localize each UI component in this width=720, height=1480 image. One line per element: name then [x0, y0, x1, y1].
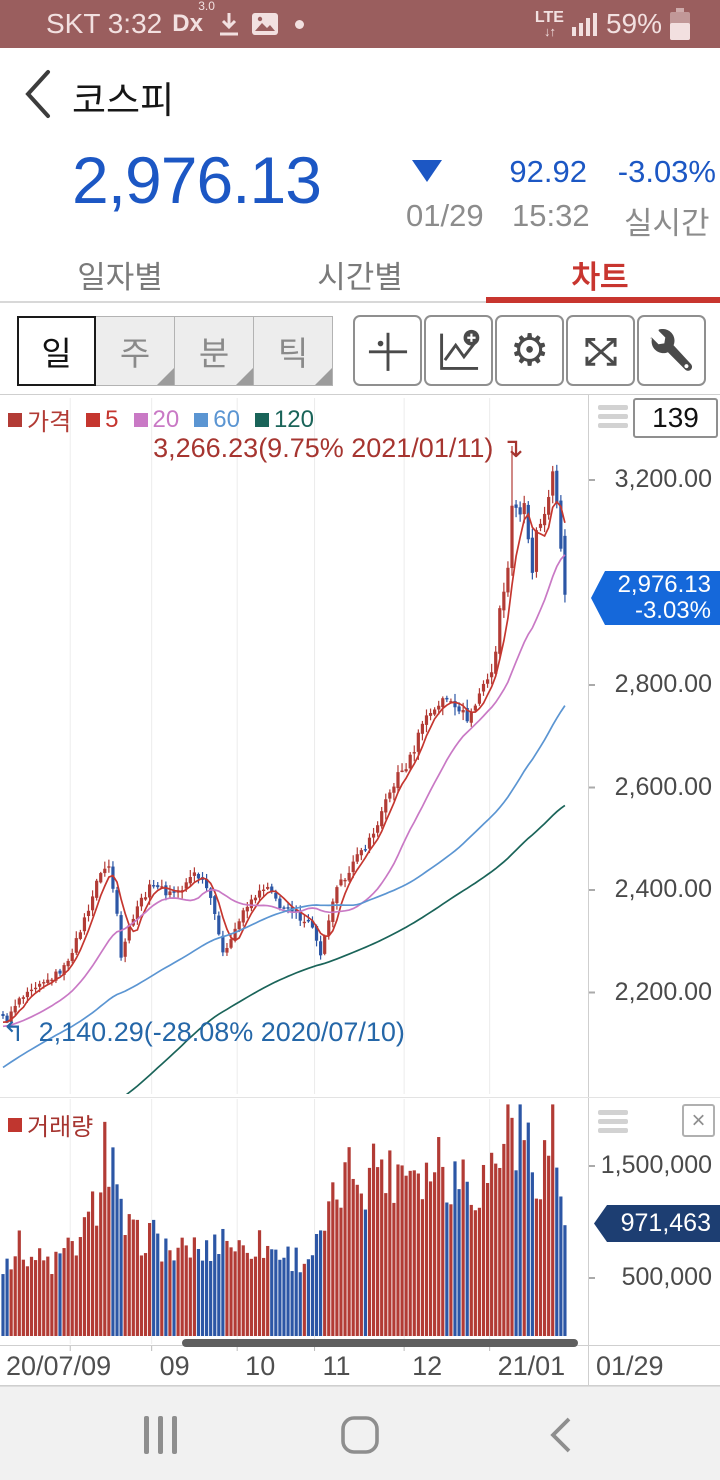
add-indicator-button[interactable] — [424, 315, 493, 386]
bar-count-box[interactable]: 139 — [633, 398, 718, 438]
lte-icon: LTE ↓↑ — [534, 9, 564, 39]
chart-bottom-divider — [0, 1385, 720, 1386]
corner-fold-icon — [315, 368, 332, 385]
x-axis-label: 09 — [159, 1351, 190, 1381]
recents-icon — [143, 1416, 177, 1454]
high-annotation: 3,266.23(9.75% 2021/01/11) ↴ — [153, 433, 524, 463]
download-icon — [219, 13, 238, 36]
current-volume-badge: 971,463 — [594, 1205, 720, 1242]
period-tick-button[interactable]: 틱 — [254, 316, 333, 386]
add-indicator-icon — [439, 329, 479, 370]
home-button[interactable] — [336, 1411, 384, 1459]
price-legend: 가격 5 20 60 120 — [8, 402, 314, 437]
gallery-icon — [251, 13, 278, 35]
corner-fold-icon — [157, 368, 174, 385]
recents-button[interactable] — [136, 1411, 184, 1459]
expand-icon — [584, 337, 617, 366]
battery-percent-label: 59% — [605, 8, 662, 39]
expand-button[interactable] — [566, 315, 635, 386]
x-axis-label: 10 — [245, 1351, 276, 1381]
volume-axis-label: 500,000 — [621, 1263, 712, 1291]
x-axis-label: 11 — [322, 1351, 351, 1381]
current-price: 2,976.13 — [72, 143, 322, 217]
tab-bar: 일자별 시간별 차트 — [0, 238, 720, 303]
price-axis-label: 2,400.00 — [614, 875, 712, 903]
candlestick-volume-chart[interactable] — [0, 395, 720, 1386]
corner-up-arrow-icon: ↰ — [2, 1017, 25, 1047]
signal-strength-icon — [571, 13, 597, 36]
notification-dot-icon — [294, 19, 304, 29]
nav-back-button[interactable] — [536, 1411, 584, 1459]
crosshair-icon — [368, 332, 407, 371]
legend-item: 가격 — [8, 402, 71, 437]
tab-daily[interactable]: 일자별 — [77, 260, 163, 295]
quote-section: 2,976.13 92.92 -3.03% 01/29 15:32 실시간 — [0, 140, 720, 241]
battery-icon — [670, 8, 690, 40]
current-price-badge: 2,976.13 -3.03% — [591, 571, 720, 625]
tab-chart[interactable]: 차트 — [571, 260, 629, 295]
chart-region: 가격 5 20 60 120 3,266.23(9.75% 2021/01/11) ↴ ↰… — [0, 395, 720, 1386]
period-week-button[interactable]: 주 — [96, 316, 175, 386]
home-icon — [341, 1416, 379, 1454]
volume-pane-menu-handle[interactable] — [598, 1110, 628, 1137]
back-button[interactable] — [16, 66, 60, 122]
x-axis-label: 21/01 — [497, 1351, 566, 1381]
legend-item: 5 — [86, 406, 119, 434]
change-value: 92.92 — [509, 154, 587, 189]
change-percent: -3.03% — [617, 154, 716, 189]
period-minute-button[interactable]: 분 — [175, 316, 254, 386]
realtime-label: 실시간 — [624, 206, 710, 241]
volume-legend-swatch — [8, 1117, 22, 1132]
dx-network-icon: Dx 3.0 — [172, 0, 215, 37]
corner-down-arrow-icon: ↴ — [501, 433, 524, 463]
android-nav-bar — [0, 1386, 720, 1480]
quote-date: 01/29 — [406, 198, 484, 233]
settings-button[interactable]: ⚙ — [495, 315, 564, 386]
pane-divider — [0, 1097, 720, 1098]
carrier-time-label: SKT 3:32 — [46, 8, 163, 39]
page-title: 코스피 — [72, 80, 175, 121]
volume-legend: 거래량 — [8, 1107, 93, 1142]
volume-pane-close-button[interactable]: × — [682, 1104, 715, 1137]
crosshair-button[interactable] — [353, 315, 422, 386]
chart-toolbar: 일 주 분 틱 ⚙ — [0, 303, 720, 395]
legend-item: 60 — [194, 406, 240, 434]
active-tab-underline — [486, 297, 720, 303]
axis-divider — [588, 395, 589, 1385]
price-axis-label: 2,200.00 — [614, 977, 712, 1006]
x-axis-label: 20/07/09 — [6, 1351, 112, 1381]
legend-item: 120 — [254, 406, 314, 434]
price-axis-label: 2,800.00 — [614, 670, 712, 698]
down-triangle-icon — [412, 160, 442, 182]
x-axis-label: 01/29 — [596, 1351, 664, 1381]
x-axis-label: 12 — [412, 1351, 443, 1381]
price-axis-label: 2,600.00 — [614, 772, 712, 801]
period-button-group: 일 주 분 틱 — [17, 316, 333, 386]
quote-time: 15:32 — [512, 198, 590, 233]
nav-back-icon — [550, 1417, 571, 1453]
corner-fold-icon — [236, 368, 253, 385]
period-day-button[interactable]: 일 — [17, 316, 96, 386]
low-annotation: ↰ 2,140.29(-28.08% 2020/07/10) — [2, 1017, 405, 1047]
status-bar: SKT 3:32 Dx 3.0 LTE ↓↑ — [0, 0, 720, 48]
app-header: 코스피 — [0, 48, 720, 140]
volume-axis-label: 1,500,000 — [600, 1151, 712, 1179]
wrench-icon — [649, 328, 692, 371]
price-pane-menu-handle[interactable] — [598, 405, 628, 432]
tab-hourly[interactable]: 시간별 — [317, 260, 403, 295]
gear-icon: ⚙ — [509, 325, 550, 375]
legend-item: 20 — [133, 406, 179, 434]
chart-hscrollbar[interactable] — [182, 1339, 578, 1347]
price-axis-label: 3,200.00 — [614, 465, 712, 493]
tools-button[interactable] — [637, 315, 706, 386]
